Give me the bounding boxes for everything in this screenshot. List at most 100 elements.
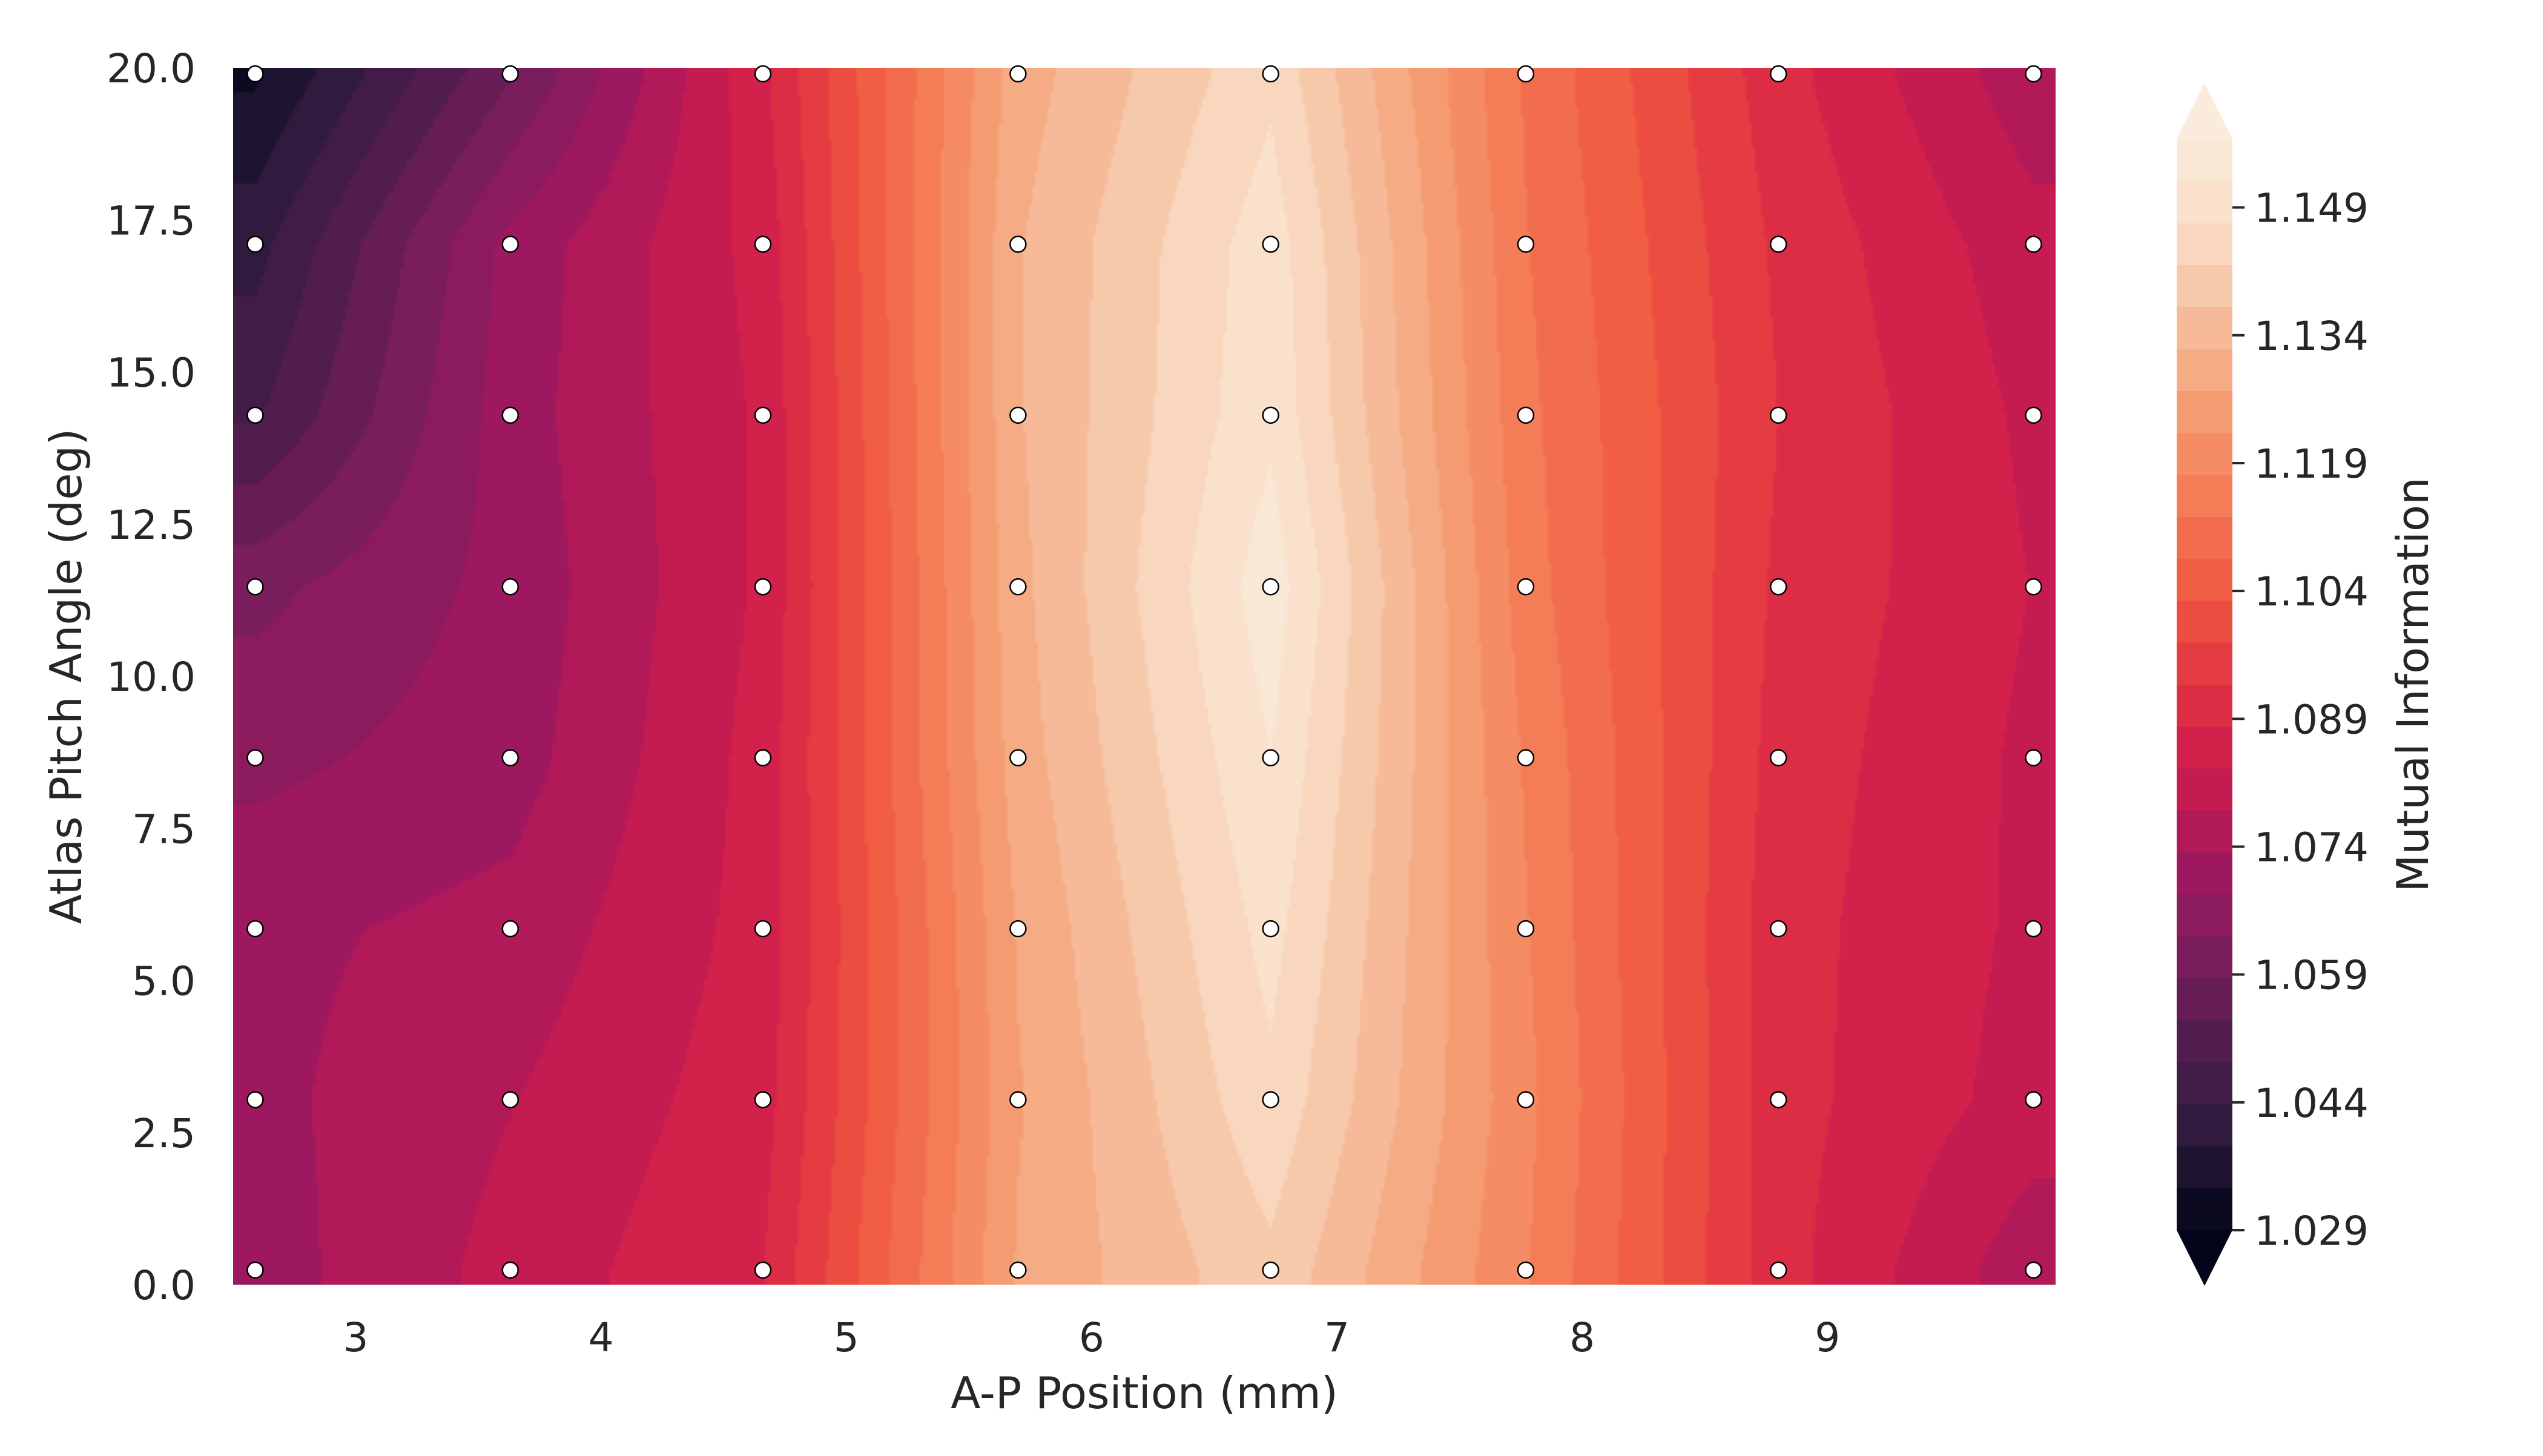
colorbar-ticks: 1.029 1.044 1.059 1.074 1.089 1.104 1.119 1.134…: [2232, 185, 2369, 1254]
sample-point: [1262, 1261, 1279, 1279]
y-axis-label: Atlas Pitch Angle (deg): [41, 429, 91, 924]
sample-point: [2025, 749, 2042, 766]
sample-point: [501, 1261, 519, 1279]
sample-point: [1262, 236, 1279, 253]
sample-point: [1517, 749, 1535, 766]
sample-point: [2025, 578, 2042, 596]
sample-point: [754, 749, 772, 766]
x-tick-label: 6: [1079, 1314, 1104, 1361]
sample-point: [754, 65, 772, 83]
sample-point: [1517, 65, 1535, 83]
colorbar: 1.029 1.044 1.059 1.074 1.089 1.104 1.119 1.134…: [2177, 84, 2438, 1286]
sample-point: [246, 1091, 264, 1108]
x-tick-label: 9: [1815, 1314, 1840, 1361]
sample-point: [1517, 1091, 1535, 1108]
sample-point: [1009, 578, 1027, 596]
sample-point: [501, 406, 519, 424]
sample-point: [1769, 1261, 1787, 1279]
y-tick-label: 17.5: [107, 197, 196, 244]
sample-point: [754, 1091, 772, 1108]
x-axis: 3 4 5 6 7 8 9: [343, 1314, 1841, 1361]
sample-point: [1262, 65, 1279, 83]
sample-point: [246, 236, 264, 253]
sample-point: [1009, 1091, 1027, 1108]
sample-point: [1769, 65, 1787, 83]
sample-point: [246, 578, 264, 596]
colorbar-tick-label: 1.029: [2254, 1208, 2369, 1254]
colorbar-tick-label: 1.074: [2254, 824, 2369, 871]
sample-point: [246, 920, 264, 938]
colorbar-tick-label: 1.044: [2254, 1080, 2369, 1127]
sample-point: [1517, 578, 1535, 596]
colorbar-tick-label: 1.104: [2254, 568, 2369, 615]
x-axis-label: A-P Position (mm): [951, 1368, 1338, 1418]
x-tick-label: 4: [589, 1314, 614, 1361]
sample-point: [1769, 920, 1787, 938]
sample-point: [1009, 65, 1027, 83]
sample-point: [1262, 749, 1279, 766]
sample-point: [1009, 920, 1027, 938]
sample-point: [1769, 236, 1787, 253]
sample-point: [1769, 406, 1787, 424]
colorbar-label: Mutual Information: [2387, 477, 2438, 892]
x-tick-label: 7: [1324, 1314, 1350, 1361]
sample-point: [2025, 920, 2042, 938]
sample-point: [2025, 236, 2042, 253]
plot-area: [233, 65, 2056, 1285]
sample-point: [501, 1091, 519, 1108]
colorbar-tick-label: 1.089: [2254, 696, 2369, 743]
colorbar-tick-label: 1.059: [2254, 952, 2369, 999]
sample-point: [501, 236, 519, 253]
sample-points: [246, 65, 2042, 1279]
sample-point: [754, 236, 772, 253]
y-tick-label: 2.5: [132, 1110, 196, 1157]
sample-point: [1517, 920, 1535, 938]
sample-point: [1769, 749, 1787, 766]
sample-point: [246, 65, 264, 83]
sample-point: [246, 1261, 264, 1279]
sample-point: [1769, 578, 1787, 596]
sample-point: [1517, 406, 1535, 424]
y-tick-label: 20.0: [107, 45, 196, 92]
sample-point: [501, 920, 519, 938]
colorbar-tick-label: 1.119: [2254, 441, 2369, 487]
colorbar-extend-bottom: [2177, 1230, 2232, 1286]
sample-point: [1009, 406, 1027, 424]
sample-point: [1009, 236, 1027, 253]
sample-point: [754, 406, 772, 424]
y-tick-label: 0.0: [132, 1262, 196, 1309]
sample-point: [754, 578, 772, 596]
sample-point: [501, 578, 519, 596]
sample-point: [2025, 406, 2042, 424]
x-tick-label: 5: [834, 1314, 859, 1361]
sample-point: [246, 749, 264, 766]
sample-point: [246, 406, 264, 424]
colorbar-gradient: [2177, 139, 2232, 1230]
sample-point: [1769, 1091, 1787, 1108]
sample-point: [1517, 1261, 1535, 1279]
colorbar-extend-top: [2177, 84, 2232, 139]
sample-point: [2025, 65, 2042, 83]
y-tick-label: 7.5: [132, 806, 196, 852]
x-tick-label: 3: [343, 1314, 369, 1361]
sample-point: [1009, 749, 1027, 766]
sample-point: [2025, 1261, 2042, 1279]
contour-field: [233, 68, 2056, 1285]
sample-point: [754, 1261, 772, 1279]
colorbar-tick-label: 1.134: [2254, 313, 2369, 360]
sample-point: [2025, 1091, 2042, 1108]
y-tick-label: 10.0: [107, 654, 196, 700]
sample-point: [1517, 236, 1535, 253]
sample-point: [501, 749, 519, 766]
sample-point: [501, 65, 519, 83]
sample-point: [1262, 1091, 1279, 1108]
colorbar-tick-label: 1.149: [2254, 185, 2369, 232]
y-tick-label: 12.5: [107, 502, 196, 548]
x-tick-label: 8: [1569, 1314, 1595, 1361]
sample-point: [1262, 920, 1279, 938]
y-tick-label: 5.0: [132, 958, 196, 1005]
y-axis: 0.0 2.5 5.0 7.5 10.0 12.5 15.0 17.5 20.0: [107, 45, 196, 1309]
sample-point: [1009, 1261, 1027, 1279]
